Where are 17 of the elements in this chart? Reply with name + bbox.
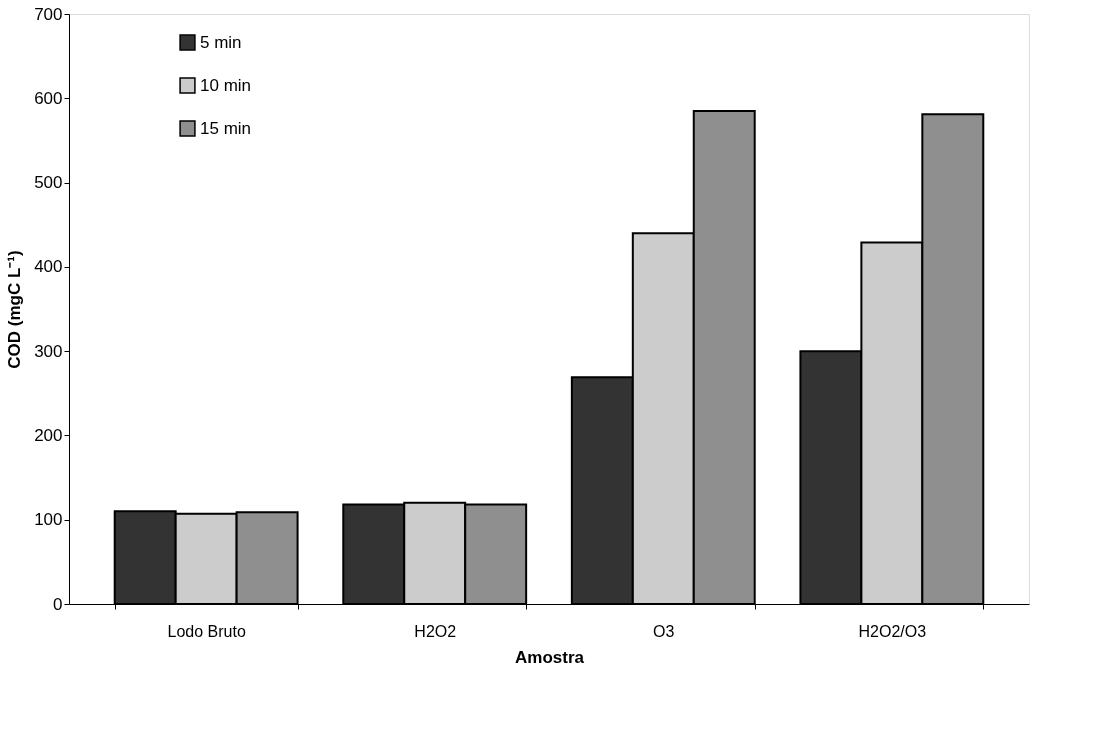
y-tick-label: 600: [34, 88, 63, 108]
legend-label: 5 min: [200, 32, 242, 52]
y-axis-title: COD (mgC L⁻¹): [5, 250, 25, 369]
y-tick-label: 200: [34, 425, 63, 445]
x-tick-label: H2O2: [414, 622, 457, 640]
y-tick-label: 0: [53, 594, 63, 614]
y-tick-label: 500: [34, 173, 63, 193]
x-tick-label: H2O2/O3: [858, 622, 927, 640]
x-tick-label: Lodo Bruto: [167, 622, 246, 640]
legend-label: 15 min: [200, 118, 252, 138]
x-axis-title: Amostra: [515, 647, 585, 667]
y-tick-label: 100: [34, 510, 63, 530]
x-tick-label: O3: [653, 622, 675, 640]
y-tick-label: 300: [34, 341, 63, 361]
legend-label: 10 min: [200, 75, 252, 95]
y-tick-label: 400: [34, 257, 63, 277]
y-tick-label: 700: [34, 4, 63, 24]
